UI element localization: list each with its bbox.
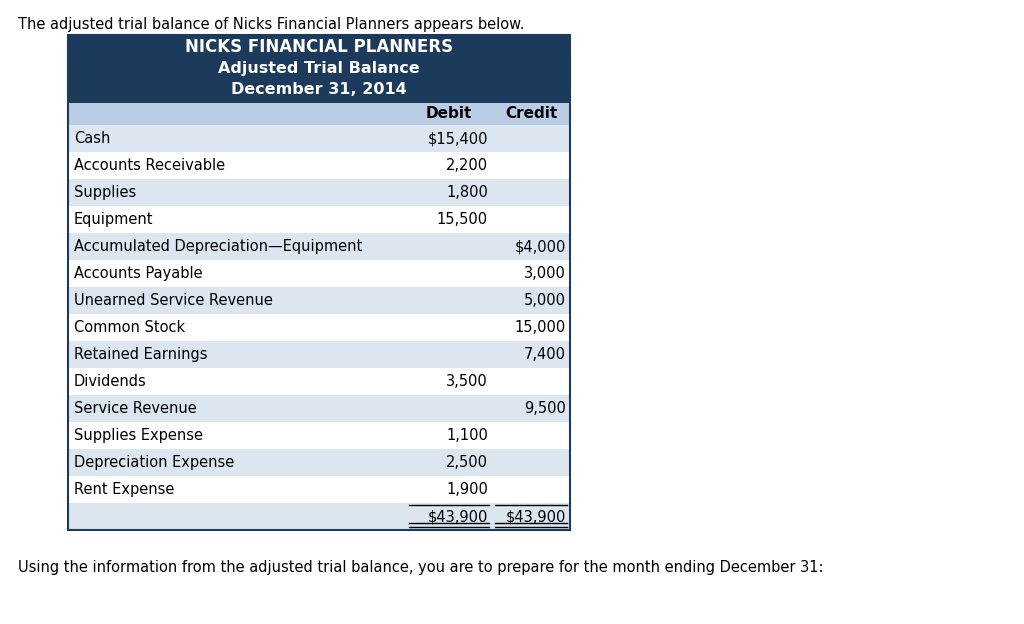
Text: Common Stock: Common Stock: [74, 320, 185, 335]
Text: Debit: Debit: [426, 107, 472, 122]
Text: Credit: Credit: [505, 107, 557, 122]
Bar: [68, 206, 570, 233]
Text: 7,400: 7,400: [524, 347, 566, 362]
Bar: [68, 449, 570, 476]
Bar: [68, 287, 570, 314]
Text: 1,900: 1,900: [446, 482, 488, 497]
Text: Service Revenue: Service Revenue: [74, 401, 197, 416]
Text: $15,400: $15,400: [427, 131, 488, 146]
Text: 1,100: 1,100: [446, 428, 488, 443]
Text: The adjusted trial balance of Nicks Financial Planners appears below.: The adjusted trial balance of Nicks Fina…: [18, 17, 524, 32]
Text: Unearned Service Revenue: Unearned Service Revenue: [74, 293, 272, 308]
Text: 3,000: 3,000: [524, 266, 566, 281]
Text: $4,000: $4,000: [515, 239, 566, 254]
Text: 15,000: 15,000: [515, 320, 566, 335]
Text: Supplies Expense: Supplies Expense: [74, 428, 203, 443]
Text: Supplies: Supplies: [74, 185, 136, 200]
Bar: [68, 395, 570, 422]
Text: 3,500: 3,500: [446, 374, 488, 389]
Text: Retained Earnings: Retained Earnings: [74, 347, 208, 362]
Text: December 31, 2014: December 31, 2014: [231, 82, 407, 97]
Text: $43,900: $43,900: [428, 509, 488, 524]
Text: 5,000: 5,000: [524, 293, 566, 308]
Text: 9,500: 9,500: [524, 401, 566, 416]
Bar: [68, 368, 570, 395]
Bar: [68, 233, 570, 260]
Bar: [68, 314, 570, 341]
Text: Accumulated Depreciation—Equipment: Accumulated Depreciation—Equipment: [74, 239, 362, 254]
Text: Using the information from the adjusted trial balance, you are to prepare for th: Using the information from the adjusted …: [18, 560, 823, 575]
Text: Adjusted Trial Balance: Adjusted Trial Balance: [218, 62, 420, 77]
Bar: [68, 503, 570, 530]
Text: Equipment: Equipment: [74, 212, 154, 227]
Bar: [68, 476, 570, 503]
Bar: [68, 35, 570, 530]
Bar: [68, 422, 570, 449]
Text: Cash: Cash: [74, 131, 111, 146]
Text: Rent Expense: Rent Expense: [74, 482, 174, 497]
Text: Dividends: Dividends: [74, 374, 146, 389]
Text: 2,200: 2,200: [445, 158, 488, 173]
Text: 1,800: 1,800: [446, 185, 488, 200]
Text: Accounts Receivable: Accounts Receivable: [74, 158, 225, 173]
Text: $43,900: $43,900: [506, 509, 566, 524]
Text: 15,500: 15,500: [437, 212, 488, 227]
Text: NICKS FINANCIAL PLANNERS: NICKS FINANCIAL PLANNERS: [185, 38, 453, 56]
Bar: [68, 35, 570, 103]
Text: Depreciation Expense: Depreciation Expense: [74, 455, 234, 470]
Bar: [68, 103, 570, 125]
Text: Accounts Payable: Accounts Payable: [74, 266, 203, 281]
Bar: [68, 179, 570, 206]
Bar: [68, 125, 570, 152]
Bar: [68, 152, 570, 179]
Text: 2,500: 2,500: [446, 455, 488, 470]
Bar: [68, 260, 570, 287]
Bar: [68, 341, 570, 368]
